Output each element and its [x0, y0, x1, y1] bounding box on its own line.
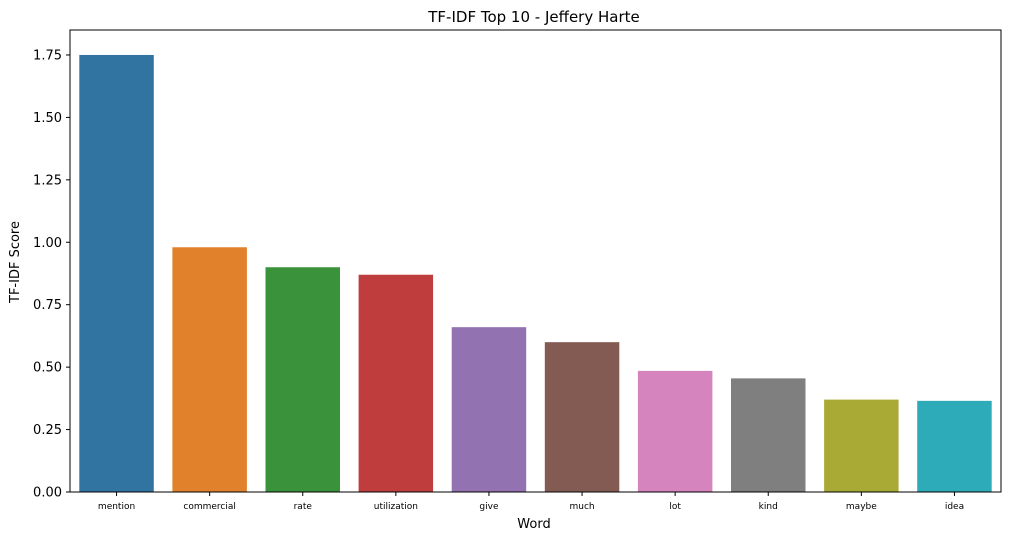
bar-kind	[731, 378, 806, 492]
x-tick-label: much	[569, 502, 594, 512]
x-axis-title: Word	[517, 517, 550, 532]
y-tick-label: 0.00	[33, 486, 62, 501]
bar-idea	[917, 400, 992, 492]
x-tick-label: give	[479, 502, 499, 512]
bar-lot	[637, 370, 713, 492]
bar-rate	[265, 267, 340, 492]
x-tick-label: idea	[945, 502, 964, 512]
bar-commercial	[172, 247, 247, 492]
bar-mention	[79, 54, 154, 493]
bar-maybe	[824, 399, 899, 492]
plot-frame	[69, 29, 1002, 493]
x-tick-label: utilization	[374, 502, 418, 512]
y-axis-ticks: 0.00 0.25 0.50 0.75 1.00 1.25 1.50 1.75	[33, 48, 70, 501]
x-tick-label: kind	[759, 502, 778, 512]
chart-title: TF-IDF Top 10 - Jeffery Harte	[427, 8, 639, 26]
y-tick-label: 1.25	[33, 173, 62, 188]
y-tick-label: 1.75	[33, 48, 62, 63]
y-axis-title: TF-IDF Score	[8, 221, 23, 304]
y-tick-label: 1.00	[33, 236, 62, 251]
y-tick-label: 1.50	[33, 111, 62, 126]
x-tick-label: rate	[294, 502, 313, 512]
bar-utilization	[358, 274, 434, 492]
y-tick-label: 0.75	[33, 298, 62, 313]
bar-much	[544, 342, 620, 492]
y-tick-label: 0.25	[33, 423, 62, 438]
x-tick-label: mention	[98, 502, 135, 512]
x-tick-label: maybe	[846, 502, 877, 512]
bars-group	[79, 54, 992, 493]
x-axis-ticks: mention commercial rate utilization give much…	[98, 492, 964, 512]
x-tick-label: lot	[669, 502, 681, 512]
bar-give	[451, 327, 527, 492]
y-tick-label: 0.50	[33, 361, 62, 376]
x-tick-label: commercial	[183, 502, 236, 512]
